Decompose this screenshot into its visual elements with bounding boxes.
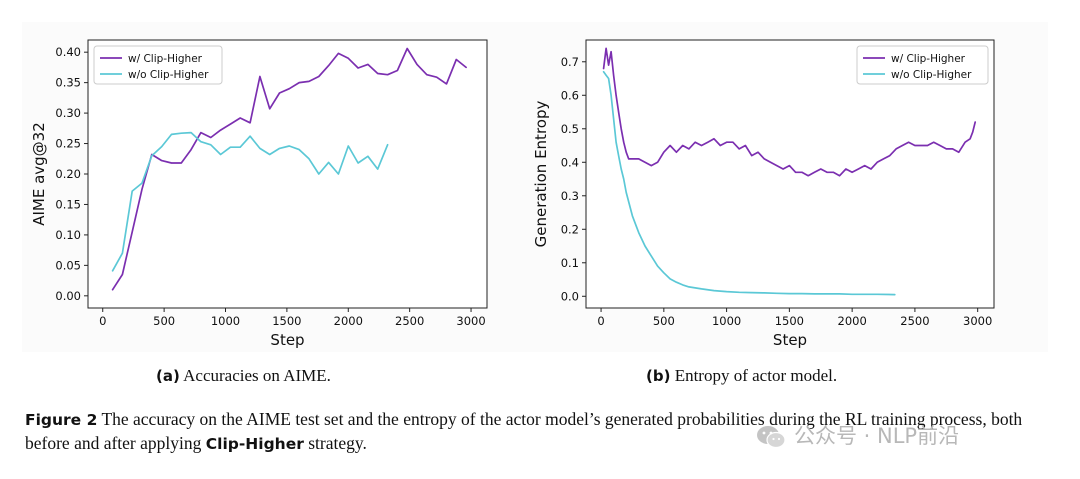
y-tick-label-a: 0.40 xyxy=(55,45,81,59)
x-axis-label-a: Step xyxy=(270,331,304,349)
x-tick-label-b: 2500 xyxy=(900,314,929,328)
series-line-a-1 xyxy=(111,131,389,272)
y-tick-label-a: 0.15 xyxy=(55,197,81,211)
subcaption-b-text: Entropy of actor model. xyxy=(674,366,838,385)
y-tick-label-a: 0.25 xyxy=(55,137,81,151)
x-tick-label-a: 2000 xyxy=(334,314,363,328)
y-tick-label-b: 0.3 xyxy=(561,189,579,203)
figure-caption-text-end: strategy. xyxy=(308,433,367,453)
x-tick-label-a: 0 xyxy=(99,314,106,328)
x-axis-label-b: Step xyxy=(773,331,807,349)
chart-a: 0 500 1000 1500 2000 2500 3000 0.00 0.05 0.10 0.15… xyxy=(30,39,488,349)
y-tick-label-a: 0.20 xyxy=(55,167,81,181)
plot-area-b xyxy=(586,40,994,308)
axes-frame-b xyxy=(585,39,995,309)
x-tick-label-b: 3000 xyxy=(963,314,992,328)
y-tick-label-b: 0.4 xyxy=(561,155,579,169)
series-line-b-1 xyxy=(602,70,896,296)
legend-box-a xyxy=(93,45,223,85)
series-line-a-0 xyxy=(111,47,467,291)
y-tick-label-a: 0.05 xyxy=(55,258,81,272)
subcaption-a: (a) Accuracies on AIME. xyxy=(156,366,331,386)
y-tick-label-b: 0.6 xyxy=(561,88,579,102)
x-tick-label-a: 2500 xyxy=(395,314,424,328)
y-tick-label-b: 0.7 xyxy=(561,55,579,69)
x-tick-label-b: 500 xyxy=(653,314,675,328)
figure-caption-text: The accuracy on the AIME test set and th… xyxy=(25,409,1023,453)
legend-label-a-1: w/o Clip-Higher xyxy=(128,69,209,81)
x-tick-label-b: 1500 xyxy=(775,314,804,328)
wechat-icon xyxy=(757,426,786,449)
figure-caption: Figure 2 The accuracy on the AIME test s… xyxy=(25,408,1025,456)
subcaption-b: (b) Entropy of actor model. xyxy=(646,366,837,386)
x-tick-label-a: 1000 xyxy=(211,314,240,328)
legend-label-b-1: w/o Clip-Higher xyxy=(891,69,972,81)
x-tick-label-b: 1000 xyxy=(712,314,741,328)
subcaption-b-tag: (b) xyxy=(646,367,671,385)
watermark-text: 公众号 · NLP前沿 xyxy=(794,424,960,448)
chart-b: 0 500 1000 1500 2000 2500 3000 0.0 0.1 0.2 0.3 0.4 0… xyxy=(532,39,995,349)
watermark: 公众号 · NLP前沿 xyxy=(756,420,959,450)
y-tick-label-b: 0.1 xyxy=(561,256,579,270)
x-tick-label-a: 1500 xyxy=(272,314,301,328)
y-tick-label-a: 0.30 xyxy=(55,106,81,120)
legend-label-b-0: w/ Clip-Higher xyxy=(891,53,966,65)
figure-caption-label: Figure 2 xyxy=(25,411,98,429)
y-tick-label-b: 0.0 xyxy=(561,289,579,303)
subcaption-a-tag: (a) xyxy=(156,367,180,385)
x-tick-label-a: 500 xyxy=(153,314,175,328)
y-tick-label-a: 0.35 xyxy=(55,76,81,90)
series-line-b-0 xyxy=(602,47,977,177)
plot-area-a xyxy=(88,40,487,308)
x-tick-label-b: 2000 xyxy=(838,314,867,328)
y-tick-label-a: 0.00 xyxy=(55,289,81,303)
y-tick-label-a: 0.10 xyxy=(55,228,81,242)
y-tick-label-b: 0.5 xyxy=(561,122,579,136)
x-tick-label-a: 3000 xyxy=(456,314,485,328)
y-tick-label-b: 0.2 xyxy=(561,222,579,236)
y-axis-label-b: Generation Entropy xyxy=(532,101,550,248)
x-tick-label-b: 0 xyxy=(597,314,604,328)
figure-caption-keyword: Clip-Higher xyxy=(205,435,304,453)
subcaption-a-text: Accuracies on AIME. xyxy=(183,366,331,385)
y-axis-label-a: AIME avg@32 xyxy=(30,122,48,226)
legend-label-a-0: w/ Clip-Higher xyxy=(128,53,203,65)
legend-box-b xyxy=(856,45,989,85)
